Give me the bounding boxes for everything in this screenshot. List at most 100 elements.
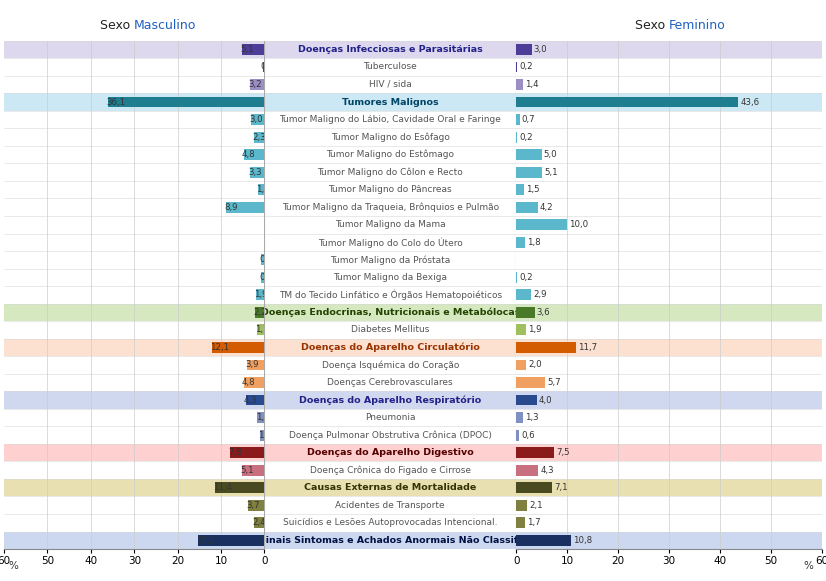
Text: 3,3: 3,3 <box>249 168 262 177</box>
Text: Doença Pulmonar Obstrutiva Crônica (DPOC): Doença Pulmonar Obstrutiva Crônica (DPOC… <box>289 431 491 440</box>
Bar <box>0 339 826 356</box>
Text: Tumor Maligno da Próstata: Tumor Maligno da Próstata <box>330 255 450 264</box>
Bar <box>516 430 520 440</box>
Bar <box>0 146 826 163</box>
Text: Pneumonia: Pneumonia <box>365 413 415 422</box>
Text: 2,0: 2,0 <box>529 360 542 370</box>
Text: Doença Crônica do Figado e Cirrose: Doença Crônica do Figado e Cirrose <box>310 465 471 475</box>
Bar <box>0 199 826 216</box>
Text: Tumor Maligno da Mama: Tumor Maligno da Mama <box>335 220 445 229</box>
Text: 0,2: 0,2 <box>520 132 533 142</box>
Text: Diabetes Mellitus: Diabetes Mellitus <box>351 325 430 335</box>
Text: 5,7: 5,7 <box>548 378 561 387</box>
Text: 4,0: 4,0 <box>539 396 553 404</box>
Text: 4,2: 4,2 <box>539 203 553 211</box>
Text: 43,6: 43,6 <box>740 98 759 106</box>
Bar <box>0 181 826 199</box>
Bar <box>516 535 572 546</box>
Text: Masculino: Masculino <box>134 19 197 32</box>
Text: TM do Tecido Linfático e Órgãos Hematopoiéticos: TM do Tecido Linfático e Órgãos Hematopo… <box>278 289 502 300</box>
Bar <box>0 58 826 76</box>
Bar <box>251 114 264 125</box>
Text: 3,0: 3,0 <box>534 45 547 54</box>
Bar <box>260 430 264 440</box>
Text: 1,7: 1,7 <box>255 325 268 335</box>
Bar <box>516 465 539 476</box>
Bar <box>0 461 826 479</box>
Text: 10,0: 10,0 <box>569 220 588 229</box>
Bar <box>0 181 826 199</box>
Bar <box>516 517 525 528</box>
Text: 0,7: 0,7 <box>259 255 273 264</box>
Bar <box>0 41 826 58</box>
Text: 2,1: 2,1 <box>529 501 543 510</box>
Bar <box>0 496 826 514</box>
Bar <box>0 199 826 216</box>
Bar <box>0 234 826 251</box>
Bar <box>0 304 826 321</box>
Bar <box>0 532 826 549</box>
Bar <box>0 128 826 146</box>
Bar <box>0 128 826 146</box>
Bar <box>516 44 532 55</box>
Bar <box>0 94 826 111</box>
Text: Tumor Maligno do Colo do Útero: Tumor Maligno do Colo do Útero <box>318 237 463 248</box>
Text: 0,4: 0,4 <box>261 63 274 71</box>
Bar <box>0 461 826 479</box>
Bar <box>244 377 264 388</box>
Bar <box>0 374 826 391</box>
Text: Tumor Maligno da Bexiga: Tumor Maligno da Bexiga <box>333 273 448 282</box>
Bar <box>0 76 826 94</box>
Bar <box>0 128 826 146</box>
Text: Tumor Maligno do Estômago: Tumor Maligno do Estômago <box>326 150 454 159</box>
Bar <box>0 391 826 409</box>
Bar <box>516 272 517 283</box>
Bar <box>0 304 826 321</box>
Bar <box>516 219 567 230</box>
Bar <box>261 254 264 266</box>
Bar <box>0 234 826 251</box>
Bar <box>0 251 826 268</box>
Bar <box>0 356 826 374</box>
Text: 2,4: 2,4 <box>252 518 266 527</box>
Text: 1,3: 1,3 <box>525 413 539 422</box>
Bar <box>248 360 264 371</box>
Bar <box>225 202 264 213</box>
Bar <box>0 41 826 58</box>
Bar <box>516 184 524 195</box>
Bar <box>215 482 264 493</box>
Bar <box>0 444 826 461</box>
Bar <box>0 111 826 128</box>
Bar <box>0 391 826 409</box>
Bar <box>0 146 826 163</box>
Text: 5,1: 5,1 <box>240 465 254 475</box>
Text: 0,7: 0,7 <box>522 115 535 124</box>
Text: 10,8: 10,8 <box>573 536 592 545</box>
Text: 5,1: 5,1 <box>544 168 558 177</box>
Text: 5,1: 5,1 <box>240 45 254 54</box>
Text: Tumor Maligno do Esôfago: Tumor Maligno do Esôfago <box>331 132 449 142</box>
Bar <box>0 76 826 94</box>
Bar <box>0 514 826 532</box>
Text: 3,6: 3,6 <box>537 308 550 317</box>
Bar <box>245 394 264 406</box>
Bar <box>0 514 826 532</box>
Bar <box>516 307 534 318</box>
Bar <box>0 514 826 532</box>
Text: Tumor Maligno do Pâncreas: Tumor Maligno do Pâncreas <box>329 185 452 194</box>
Text: Doenças do Aparelho Digestivo: Doenças do Aparelho Digestivo <box>307 448 473 457</box>
Bar <box>0 496 826 514</box>
Bar <box>0 356 826 374</box>
Text: 3,9: 3,9 <box>245 360 259 370</box>
Bar <box>0 461 826 479</box>
Bar <box>211 342 264 353</box>
Text: Doenças Endocrinas, Nutricionais e Metabólocas: Doenças Endocrinas, Nutricionais e Metab… <box>260 307 520 317</box>
Bar <box>0 321 826 339</box>
Text: Tumores Malignos: Tumores Malignos <box>342 98 439 106</box>
Text: 1,4: 1,4 <box>257 185 270 194</box>
Text: 1,9: 1,9 <box>528 325 542 335</box>
Text: Doenças do Aparelho Circulatório: Doenças do Aparelho Circulatório <box>301 343 480 352</box>
Bar <box>516 447 554 458</box>
Bar <box>0 479 826 496</box>
Bar <box>0 444 826 461</box>
